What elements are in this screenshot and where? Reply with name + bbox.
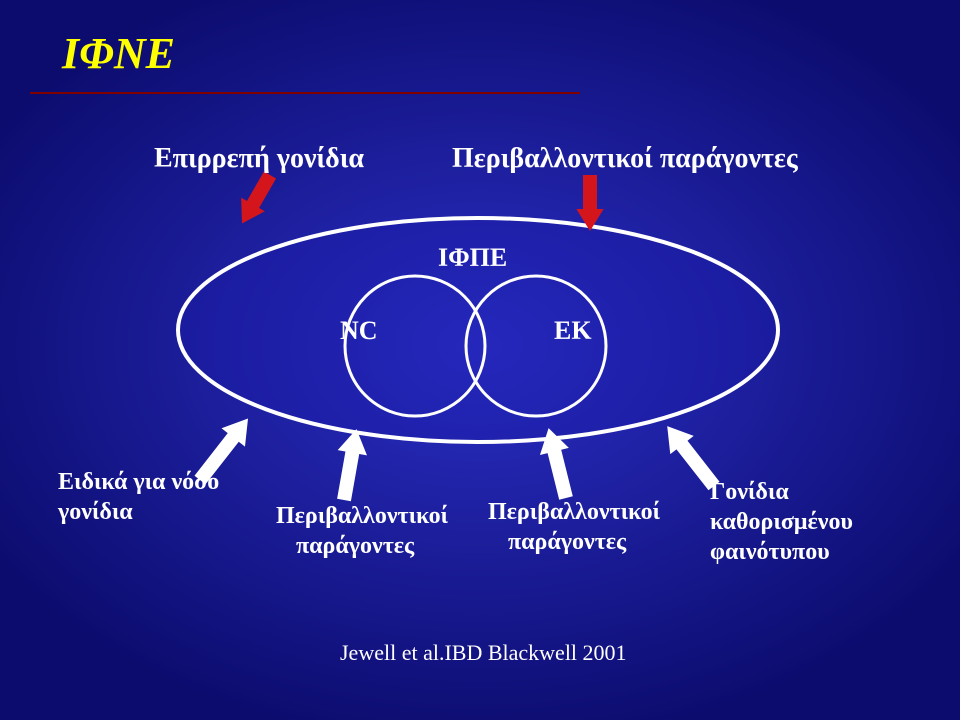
label-bl1_b: γονίδια bbox=[58, 498, 278, 527]
label-bl3_a: Περιβαλλοντικοί bbox=[488, 498, 698, 527]
label-ek: ΕΚ bbox=[554, 315, 614, 346]
label-nc: NC bbox=[340, 315, 400, 346]
label-top_right: Περιβαλλοντικοί παράγοντες bbox=[452, 142, 852, 176]
label-bl3_b: παράγοντες bbox=[508, 528, 678, 557]
label-bl2_b: παράγοντες bbox=[296, 532, 466, 561]
venn-diagram bbox=[0, 0, 960, 720]
slide-root: ΙΦΝΕ Επιρρεπή γονίδιαΠεριβαλλοντικοί παρ… bbox=[0, 0, 960, 720]
label-bl4_c: φαινότυπου bbox=[710, 538, 910, 567]
label-ifpe: ΙΦΠΕ bbox=[438, 242, 538, 273]
citation-text: Jewell et al.IBD Blackwell 2001 bbox=[340, 640, 627, 666]
label-top_left: Επιρρεπή γονίδια bbox=[154, 142, 434, 176]
label-bl4_b: καθορισμένου bbox=[710, 508, 910, 537]
label-bl4_a: Γονίδια bbox=[710, 478, 910, 507]
label-bl1_a: Ειδικά για νόσο bbox=[58, 468, 278, 497]
label-bl2_a: Περιβαλλοντικοί bbox=[276, 502, 486, 531]
